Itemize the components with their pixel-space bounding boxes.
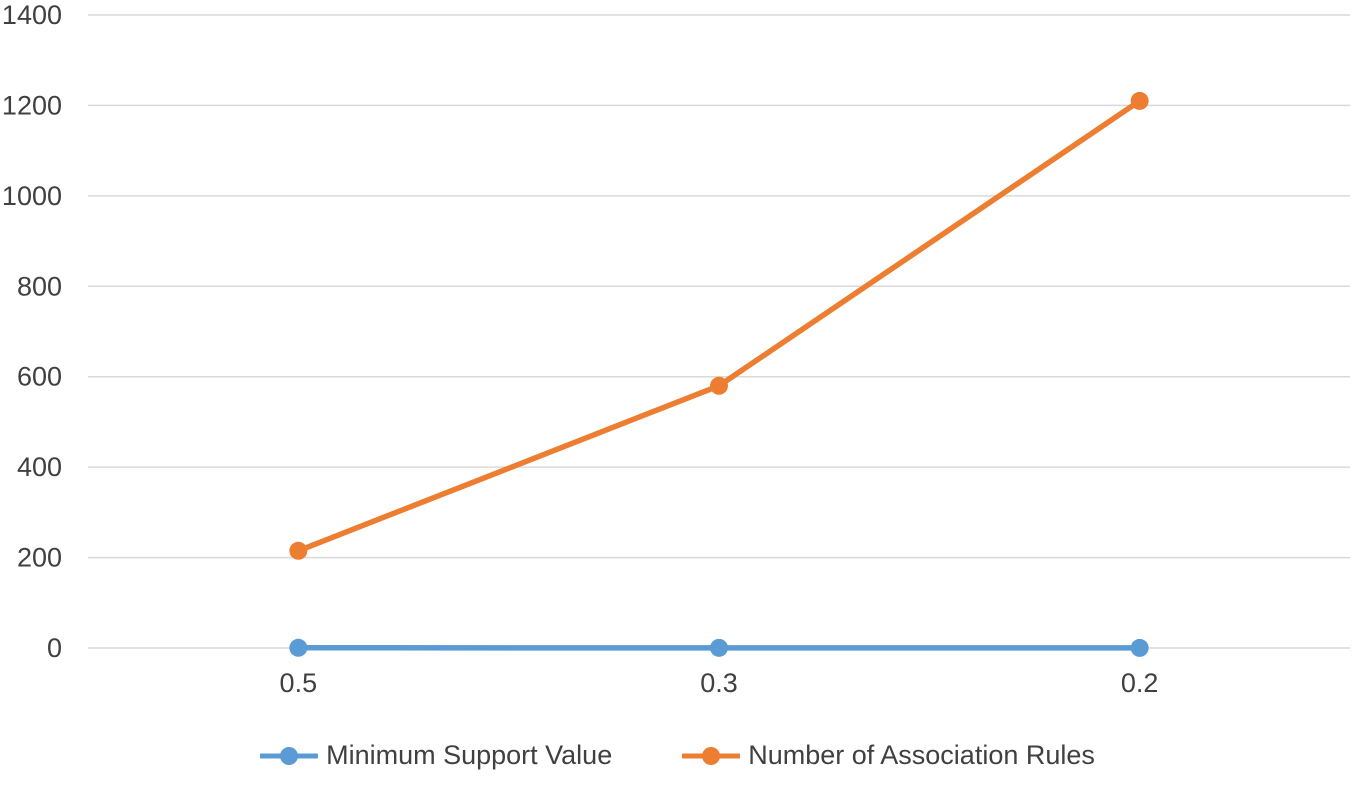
data-point — [1130, 91, 1149, 110]
x-axis-tick-label: 0.2 — [1121, 668, 1159, 698]
y-axis-tick-label: 600 — [17, 362, 62, 392]
legend-label: Number of Association Rules — [748, 740, 1095, 770]
data-point — [1130, 638, 1149, 657]
y-axis-tick-label: 0 — [47, 633, 62, 663]
legend-item-minimum-support-value: Minimum Support Value — [260, 740, 612, 771]
x-axis-tick-label: 0.5 — [280, 668, 318, 698]
chart-svg: 0 200 400 600 800 1000 1200 1400 0.5 0.3 0.2 — [2, 0, 1350, 698]
legend-item-number-of-association-rules: Number of Association Rules — [682, 740, 1095, 771]
x-axis-tick-label: 0.3 — [700, 668, 738, 698]
y-axis-tick-label: 1000 — [2, 181, 62, 211]
y-axis-tick-label: 800 — [17, 271, 62, 301]
data-point — [710, 638, 728, 657]
legend-dot-icon — [702, 746, 721, 765]
y-axis-tick-label: 1200 — [2, 90, 62, 120]
series-line — [295, 98, 1143, 554]
line-marker-icon — [682, 746, 741, 765]
legend-dot-icon — [280, 746, 299, 765]
line-marker-icon — [260, 746, 319, 765]
data-point — [710, 376, 728, 395]
y-axis-tick-label: 200 — [17, 543, 62, 573]
legend-label: Minimum Support Value — [326, 740, 613, 770]
chart-legend: Minimum Support Value Number of Associat… — [0, 740, 1355, 771]
data-point — [289, 541, 308, 560]
data-point — [289, 638, 308, 657]
y-axis-tick-label: 1400 — [2, 0, 62, 30]
y-axis-tick-label: 400 — [17, 452, 62, 482]
